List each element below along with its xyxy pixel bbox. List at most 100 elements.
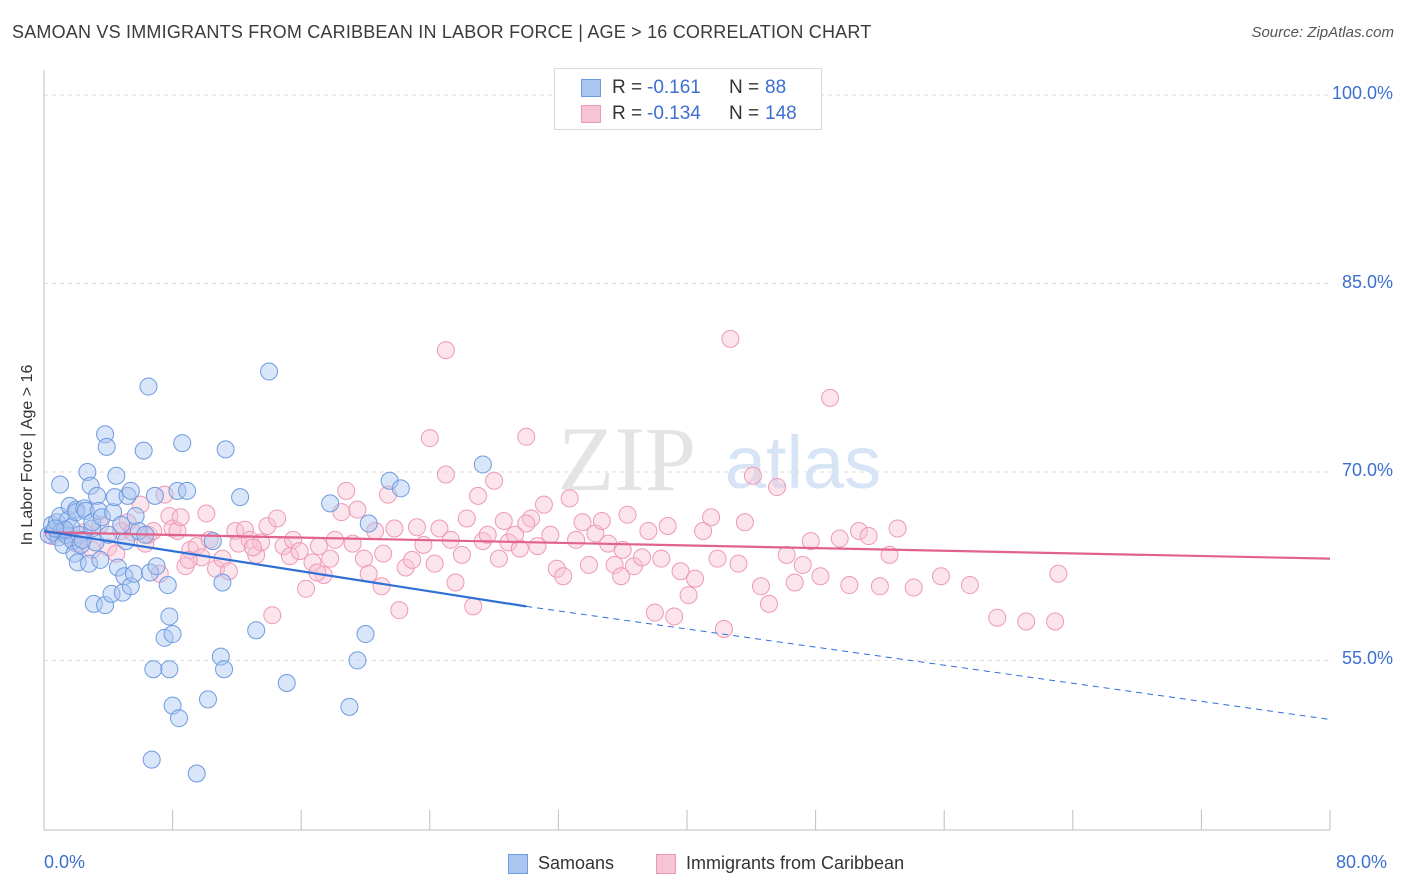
caribbean-point bbox=[457, 509, 476, 528]
samoan-point bbox=[145, 486, 164, 505]
samoan-point bbox=[163, 625, 182, 644]
caribbean-point bbox=[592, 511, 611, 530]
n-label: N = bbox=[729, 103, 760, 124]
caribbean-point bbox=[751, 577, 770, 596]
samoan-point bbox=[216, 440, 235, 459]
caribbean-point bbox=[579, 555, 598, 574]
caribbean-point bbox=[777, 545, 796, 564]
caribbean-point bbox=[430, 519, 449, 538]
caribbean-point bbox=[671, 562, 690, 581]
samoan-point bbox=[213, 573, 232, 592]
samoan-point bbox=[215, 660, 234, 679]
caribbean-point bbox=[686, 569, 705, 588]
caribbean-point bbox=[850, 522, 869, 541]
x-tick-label-right: 80.0% bbox=[1336, 852, 1388, 872]
samoan-point bbox=[160, 660, 179, 679]
samoan-point bbox=[260, 362, 279, 381]
samoan-point bbox=[92, 508, 111, 527]
caribbean-point bbox=[988, 608, 1007, 627]
legend-label: Immigrants from Caribbean bbox=[686, 853, 905, 873]
caribbean-point bbox=[785, 573, 804, 592]
watermark-atlas: atlas bbox=[725, 421, 881, 504]
caribbean-point bbox=[517, 427, 536, 446]
caribbean-point bbox=[219, 562, 238, 581]
caribbean-point bbox=[263, 606, 282, 625]
caribbean-point bbox=[541, 525, 560, 544]
caribbean-point bbox=[510, 539, 529, 558]
caribbean-point bbox=[303, 553, 322, 572]
y-axis-label: In Labor Force | Age > 16 bbox=[19, 364, 36, 546]
caribbean-point bbox=[573, 513, 592, 532]
caribbean-point bbox=[243, 538, 262, 557]
caribbean-point bbox=[679, 586, 698, 605]
caribbean-point bbox=[612, 567, 631, 586]
caribbean-point bbox=[547, 559, 566, 578]
y-tick-label: 70.0% bbox=[1341, 459, 1393, 480]
samoan-point bbox=[105, 488, 124, 507]
caribbean-point bbox=[931, 567, 950, 586]
caribbean-point bbox=[284, 530, 303, 549]
samoan-point bbox=[173, 434, 192, 453]
correlation-stats-box: R = -0.161 N = 88 R = -0.134 N = 148 bbox=[554, 68, 822, 130]
caribbean-point bbox=[359, 564, 378, 583]
caribbean-point bbox=[567, 530, 586, 549]
caribbean-point bbox=[354, 549, 373, 568]
r-value: -0.134 bbox=[647, 103, 701, 124]
caribbean-point bbox=[372, 577, 391, 596]
caribbean-point bbox=[613, 540, 632, 559]
caribbean-point bbox=[658, 517, 677, 535]
samoan-point bbox=[340, 697, 359, 716]
y-tick-label: 55.0% bbox=[1341, 648, 1393, 669]
caribbean-point bbox=[494, 511, 513, 530]
caribbean-point bbox=[605, 555, 624, 574]
caribbean-point bbox=[403, 550, 422, 569]
caribbean-point bbox=[534, 495, 553, 514]
caribbean-point bbox=[396, 558, 415, 577]
caribbean-point bbox=[708, 549, 727, 568]
caribbean-point bbox=[290, 542, 309, 561]
caribbean-point bbox=[469, 486, 488, 505]
samoan-points bbox=[39, 362, 492, 783]
stats-row-samoans: R = -0.161 N = 88 bbox=[555, 75, 821, 101]
r-value: -0.161 bbox=[647, 77, 701, 98]
caribbean-point bbox=[859, 527, 878, 546]
caribbean-point bbox=[554, 567, 573, 586]
caribbean-point bbox=[489, 549, 508, 568]
samoan-point bbox=[348, 651, 367, 670]
x-tick-label-left: 0.0% bbox=[44, 852, 86, 872]
source-label: Source: ZipAtlas.com bbox=[1251, 24, 1394, 41]
caribbean-trend-line bbox=[43, 531, 1331, 560]
samoan-point bbox=[139, 377, 158, 396]
legend-label: Samoans bbox=[538, 853, 615, 873]
caribbean-point bbox=[390, 601, 409, 620]
samoan-point bbox=[81, 476, 100, 495]
caribbean-point bbox=[759, 594, 778, 613]
stats-row-caribbean: R = -0.134 N = 148 bbox=[555, 101, 821, 127]
caribbean-point bbox=[645, 603, 664, 622]
samoans-swatch bbox=[581, 79, 601, 97]
samoan-point bbox=[178, 481, 197, 500]
watermark: ZIP atlas bbox=[558, 408, 881, 510]
caribbean-point bbox=[729, 554, 748, 573]
caribbean-point bbox=[618, 505, 637, 524]
samoan-point bbox=[97, 437, 116, 456]
caribbean-point bbox=[714, 620, 733, 639]
caribbean-point bbox=[743, 466, 762, 485]
caribbean-point bbox=[1046, 612, 1065, 631]
caribbean-point bbox=[904, 578, 923, 597]
caribbean-point bbox=[522, 509, 541, 528]
chart-title: SAMOAN VS IMMIGRANTS FROM CARIBBEAN IN L… bbox=[12, 22, 872, 42]
samoan-point bbox=[83, 513, 102, 532]
caribbean-point bbox=[560, 489, 579, 508]
samoan-point bbox=[121, 481, 140, 500]
caribbean-point bbox=[768, 478, 787, 497]
caribbean-point bbox=[485, 471, 504, 490]
caribbean-point bbox=[179, 550, 198, 569]
r-label: R = bbox=[612, 103, 643, 124]
caribbean-point bbox=[420, 429, 439, 448]
samoan-point bbox=[118, 486, 137, 505]
samoan-point bbox=[321, 494, 340, 513]
caribbean-point bbox=[478, 525, 497, 544]
r-label: R = bbox=[612, 77, 643, 98]
samoan-point bbox=[160, 607, 179, 626]
